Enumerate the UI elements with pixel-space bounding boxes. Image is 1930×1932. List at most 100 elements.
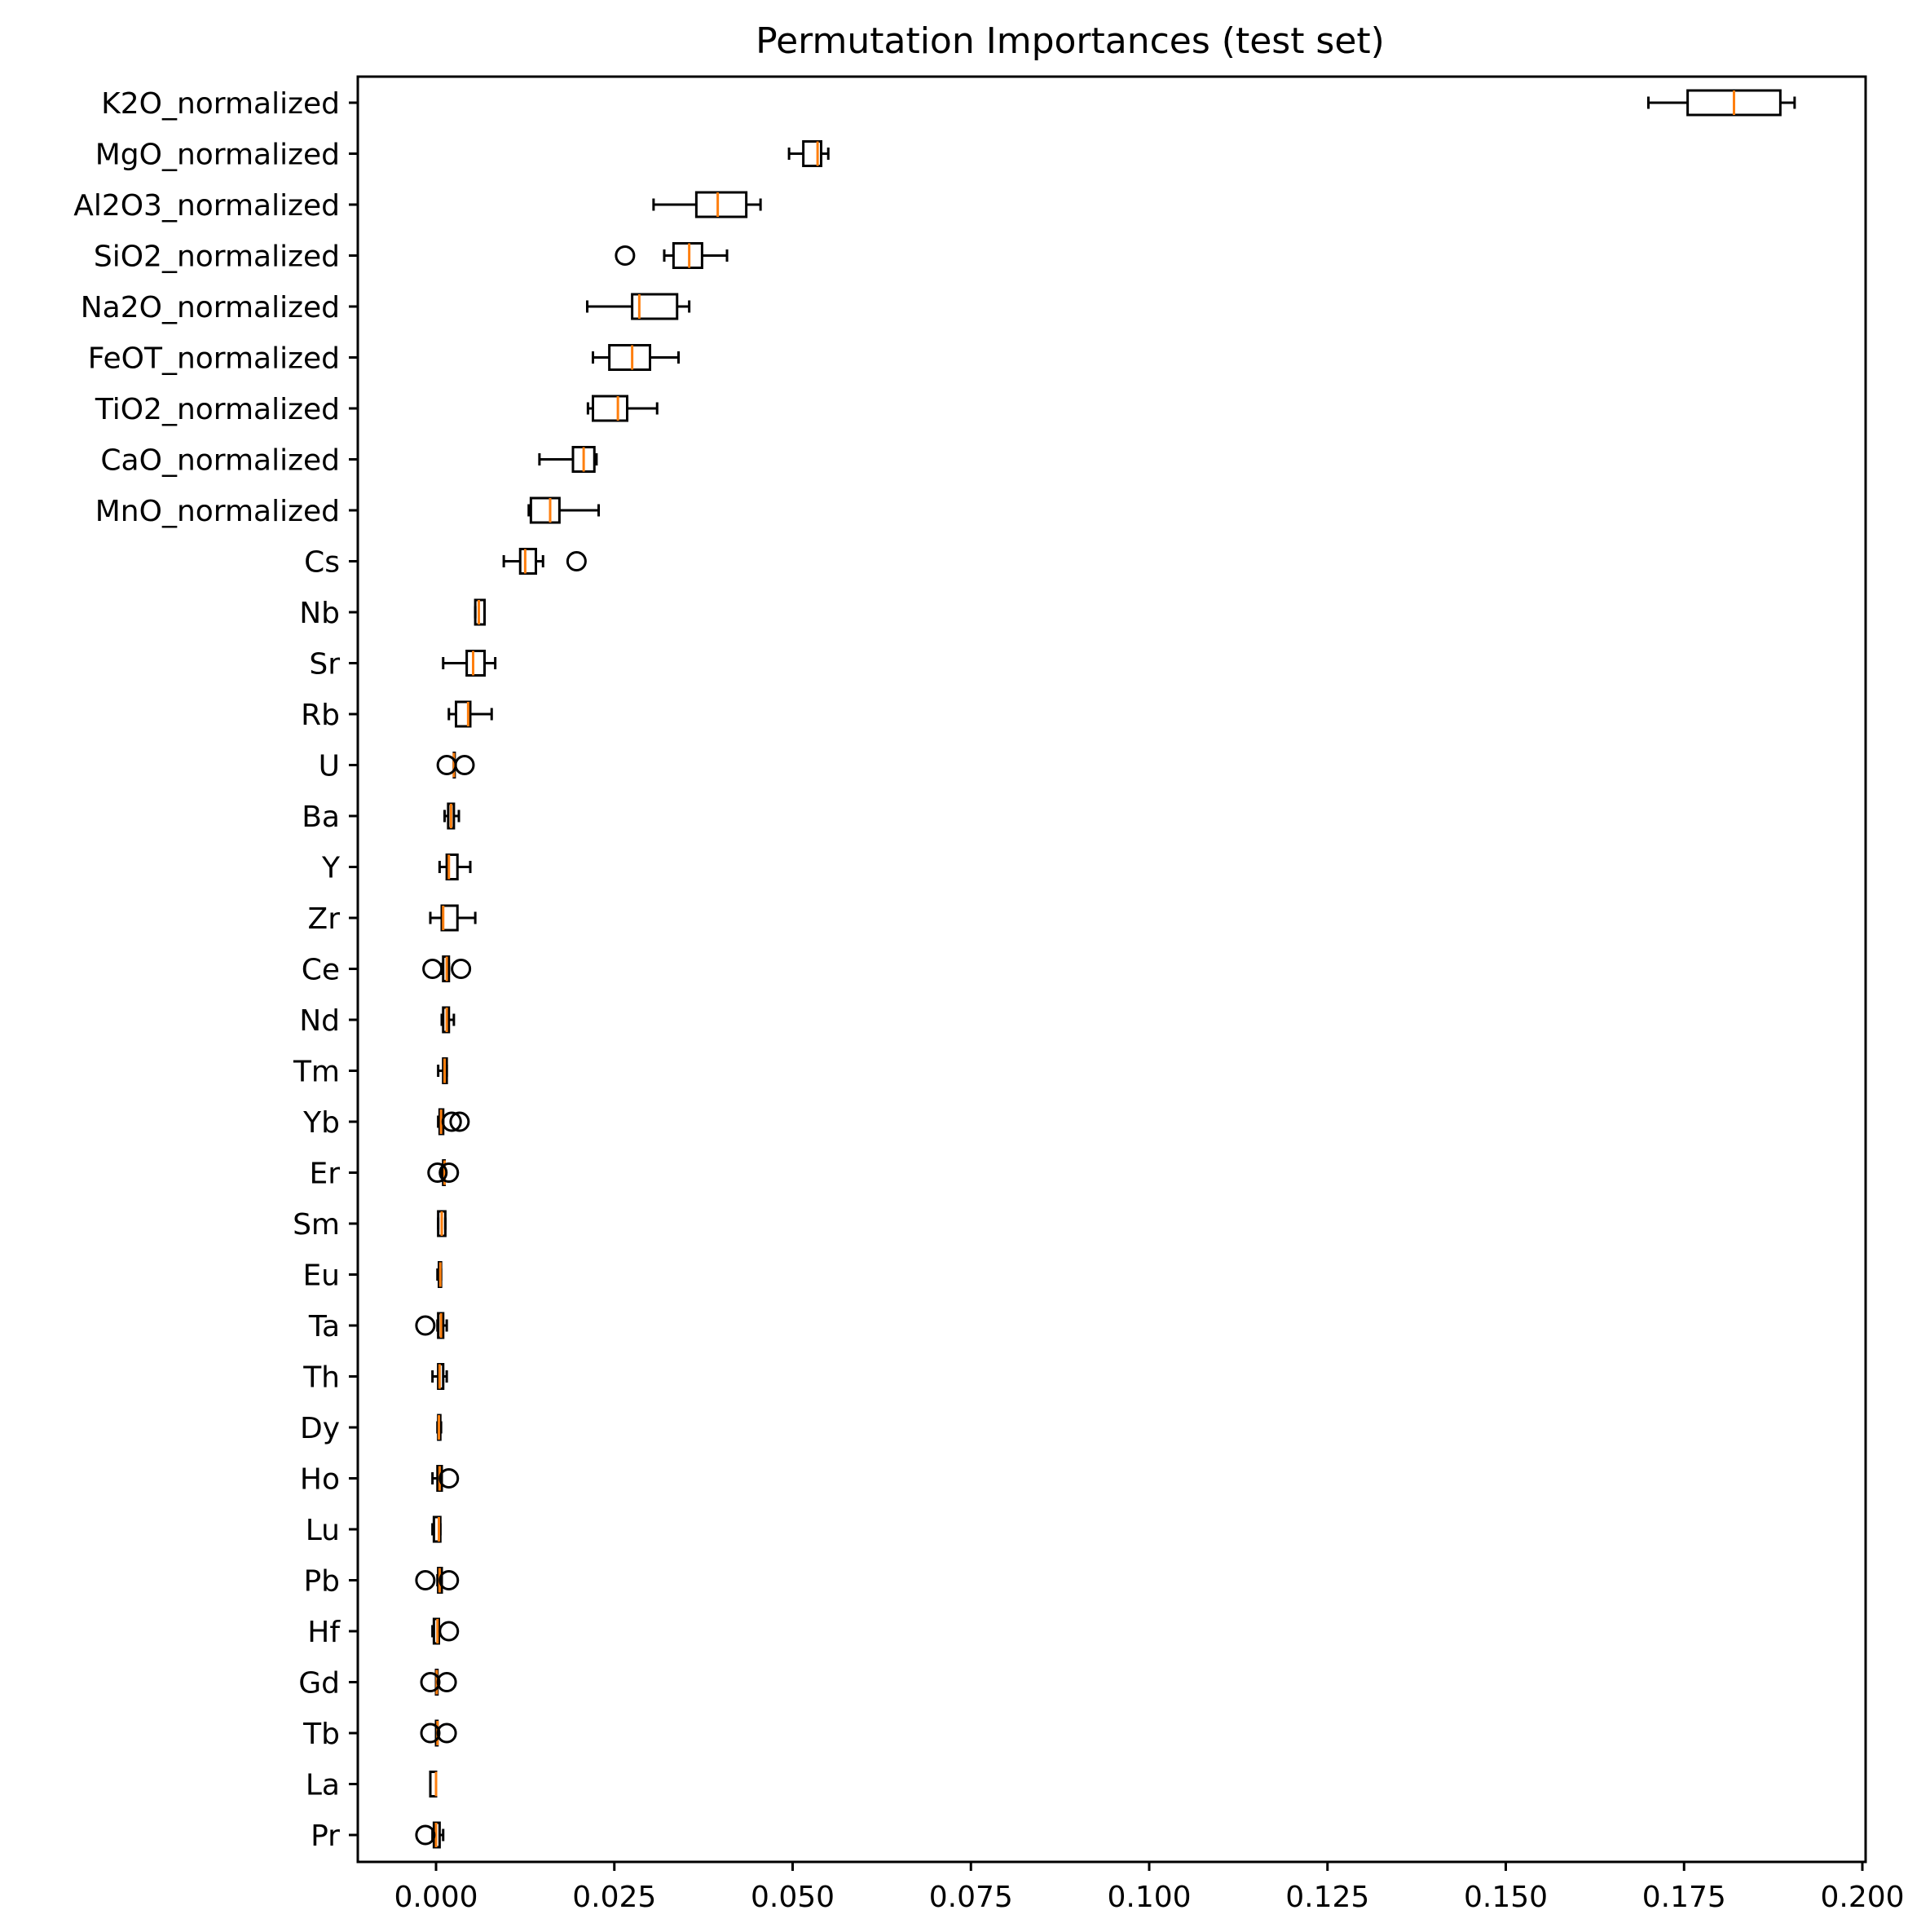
y-tick-label: MnO_normalized: [95, 495, 340, 528]
y-tick-label: Ce: [302, 954, 340, 987]
box-iqr: [694, 191, 748, 218]
y-tick-label: Ho: [300, 1463, 340, 1497]
box-pr: [415, 1821, 445, 1849]
flier-point: [438, 1468, 460, 1489]
box-iqr: [465, 650, 486, 677]
plot-area: [415, 89, 1796, 1849]
y-tick-label: CaO_normalized: [100, 444, 340, 478]
y-tick-label: Al2O3_normalized: [73, 189, 340, 223]
box-u: [436, 752, 475, 779]
box-tb: [420, 1719, 457, 1747]
y-tick-label: Yb: [302, 1106, 340, 1140]
box-la: [429, 1771, 438, 1797]
y-tick-label: Tm: [293, 1056, 340, 1089]
x-tick-label: 0.100: [1107, 1881, 1191, 1914]
box-mgo-normalized: [787, 140, 830, 167]
box-sr: [442, 650, 497, 677]
y-tick-label: Nd: [299, 1004, 340, 1038]
y-tick-label: La: [306, 1769, 340, 1802]
box-iqr: [672, 242, 703, 269]
y-tick-label: Eu: [302, 1259, 340, 1293]
y-tick-label: Ta: [308, 1310, 340, 1343]
box-iqr: [802, 140, 822, 167]
box-nb: [474, 598, 486, 626]
box-ho: [431, 1465, 460, 1492]
box-iqr: [592, 395, 628, 422]
y-tick-label: K2O_normalized: [101, 87, 340, 121]
flier-point: [420, 1722, 441, 1744]
x-tick-label: 0.075: [929, 1881, 1013, 1914]
box-lu: [431, 1515, 442, 1543]
flier-point: [615, 245, 636, 266]
box-dy: [436, 1414, 443, 1441]
y-tick-label: TiO2_normalized: [95, 393, 340, 426]
box-iqr: [445, 854, 459, 880]
y-tick-label: Th: [302, 1361, 340, 1395]
box-iqr: [518, 548, 537, 575]
flier-point: [415, 1315, 436, 1336]
y-tick-label: Pr: [311, 1820, 340, 1853]
y-tick-label: Hf: [307, 1616, 341, 1649]
x-axis: 0.000 0.025 0.050 0.075 0.100 0.125 0.150 0.175…: [394, 1862, 1905, 1914]
y-tick-label: Rb: [301, 699, 340, 732]
box-iqr: [608, 344, 651, 371]
flier-point: [420, 1672, 441, 1692]
y-tick-label: FeOT_normalized: [88, 342, 340, 376]
box-sm: [437, 1210, 447, 1237]
x-tick-label: 0.125: [1285, 1881, 1369, 1914]
box-hf: [431, 1617, 460, 1645]
y-tick-label: Er: [309, 1158, 340, 1191]
box-iqr: [529, 496, 561, 524]
flier-point: [449, 1111, 470, 1132]
box-cao-normalized: [538, 446, 598, 473]
box-gd: [420, 1669, 457, 1696]
y-tick-label: Nb: [299, 597, 340, 630]
box-er: [427, 1159, 460, 1186]
box-al2o3-normalized: [652, 191, 762, 218]
y-tick-label: MgO_normalized: [95, 139, 340, 172]
box-sio2-normalized: [615, 242, 729, 269]
flier-point: [415, 1570, 436, 1590]
y-tick-label: U: [319, 750, 340, 783]
flier-point: [451, 959, 472, 979]
box-ta: [415, 1312, 448, 1339]
box-tio2-normalized: [586, 395, 659, 422]
box-tm: [437, 1057, 448, 1084]
y-tick-label: Zr: [308, 902, 341, 936]
flier-point: [454, 755, 475, 775]
flier-point: [566, 551, 587, 571]
box-mno-normalized: [527, 496, 600, 524]
y-tick-label: SiO2_normalized: [94, 240, 340, 274]
flier-point: [415, 1824, 436, 1846]
box-pb: [415, 1567, 460, 1594]
y-tick-label: Tb: [302, 1718, 340, 1751]
axes-frame: [356, 75, 1867, 1864]
flier-point: [441, 1111, 462, 1132]
box-cs: [502, 548, 587, 575]
box-feot-normalized: [592, 344, 680, 371]
box-na2o-normalized: [586, 293, 691, 320]
x-tick-label: 0.000: [394, 1881, 478, 1914]
box-ba: [443, 802, 460, 830]
flier-point: [427, 1162, 448, 1183]
x-tick-label: 0.050: [751, 1881, 835, 1914]
y-tick-label: Cs: [304, 546, 340, 580]
flier-point: [438, 1621, 460, 1642]
y-axis: K2O_normalized MgO_normalized Al2O3_normal…: [73, 87, 358, 1853]
y-tick-label: Sm: [293, 1208, 340, 1242]
box-zr: [429, 904, 477, 932]
y-tick-label: Lu: [306, 1514, 340, 1547]
y-tick-label: Na2O_normalized: [81, 291, 340, 324]
box-rb: [447, 700, 493, 728]
y-tick-label: Y: [321, 852, 341, 885]
box-iqr: [455, 700, 472, 728]
y-tick-label: Gd: [298, 1667, 340, 1700]
y-tick-label: Dy: [300, 1412, 340, 1445]
y-tick-label: Ba: [302, 801, 340, 834]
flier-point: [436, 1722, 457, 1744]
chart-title: Permutation Importances (test set): [756, 20, 1385, 62]
x-tick-label: 0.150: [1464, 1881, 1548, 1914]
box-iqr: [440, 904, 459, 932]
